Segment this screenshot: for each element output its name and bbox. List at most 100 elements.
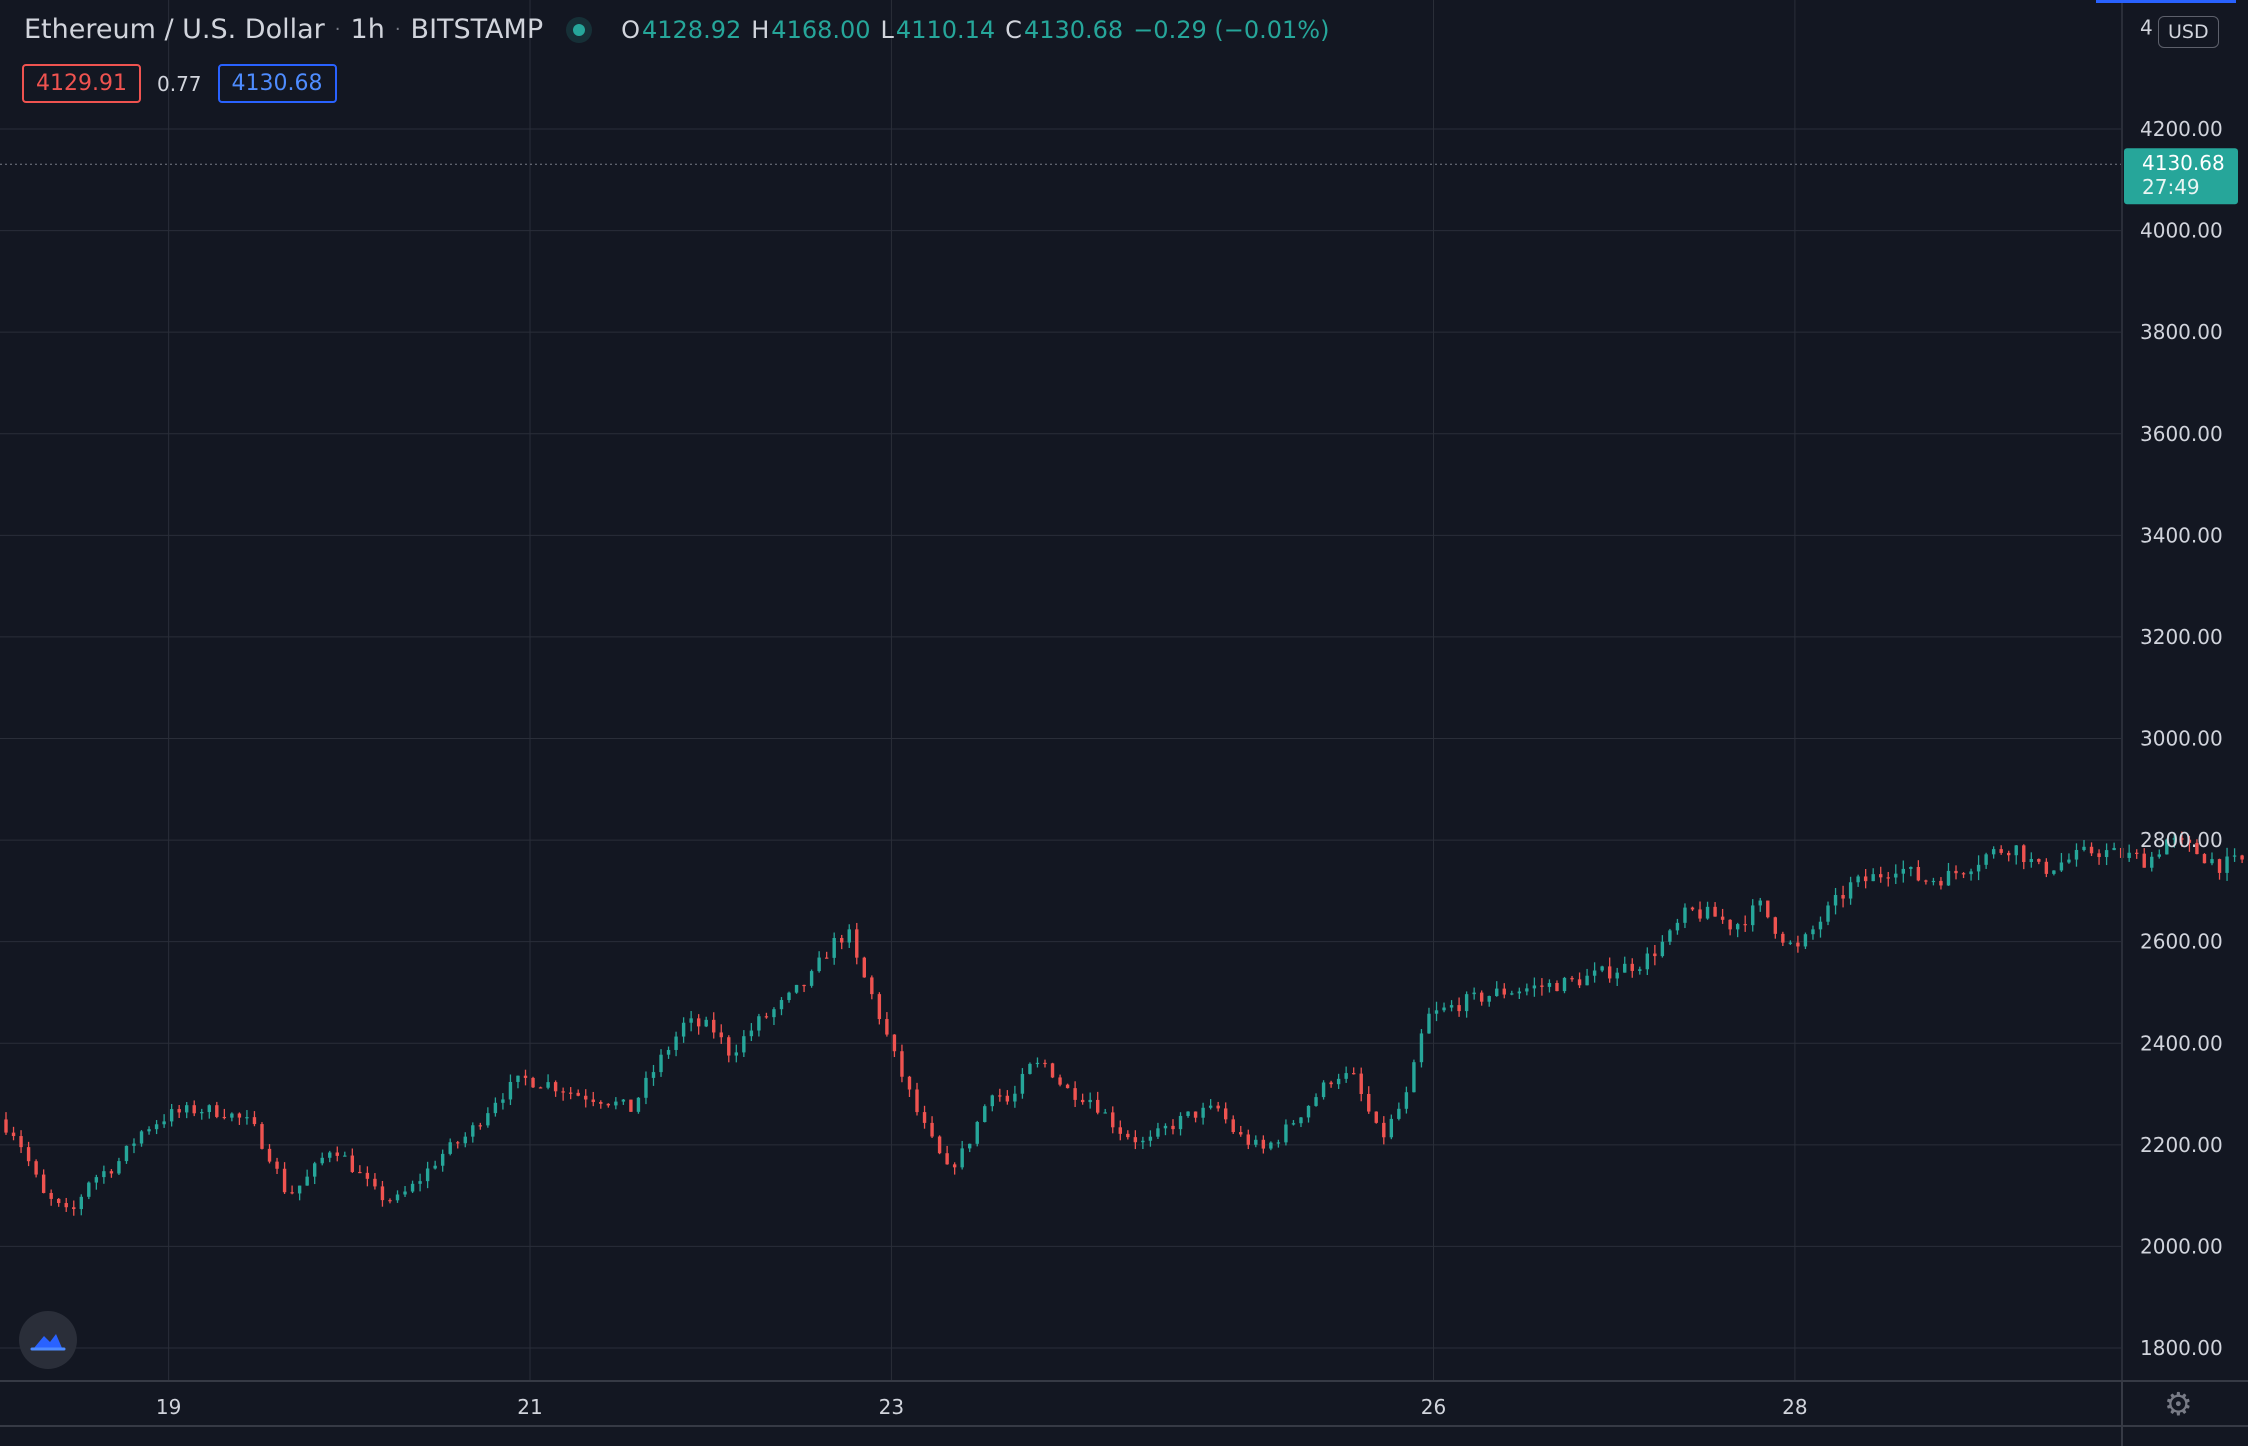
candle-body <box>94 1177 99 1183</box>
candle-body <box>952 1164 957 1168</box>
candle-body <box>1758 900 1762 906</box>
candle-body <box>1186 1111 1190 1116</box>
market-status-icon[interactable] <box>573 23 586 36</box>
candle-body <box>1404 1092 1409 1109</box>
candle-body <box>1020 1073 1025 1094</box>
y-tick-label: 4200.00 <box>2140 117 2223 141</box>
candle-body <box>1525 988 1529 992</box>
candle-body <box>1924 880 1928 882</box>
candle-body <box>885 1019 889 1035</box>
candle-body <box>968 1143 972 1149</box>
candle-body <box>1306 1105 1311 1118</box>
candle-body <box>1803 934 1808 947</box>
spread-value: 0.77 <box>156 71 202 96</box>
candle-body <box>2089 846 2094 854</box>
top-accent-bar <box>2096 0 2236 3</box>
candle-body <box>2195 842 2199 855</box>
tradingview-cloud-icon[interactable] <box>19 1311 77 1369</box>
candle-body <box>1909 866 1913 869</box>
candle-body <box>335 1152 339 1156</box>
candle-body <box>1690 907 1695 910</box>
candle-body <box>102 1171 106 1178</box>
interval-label[interactable]: 1h <box>350 14 385 45</box>
gear-icon[interactable]: ⚙ <box>2164 1385 2193 1423</box>
candle-body <box>456 1142 460 1144</box>
candle-body <box>629 1099 633 1112</box>
candle-body <box>2232 855 2237 857</box>
candle-body <box>1766 900 1770 918</box>
candle-body <box>1713 906 1717 917</box>
candle-body <box>877 994 882 1020</box>
candle-body <box>1321 1082 1326 1098</box>
candle-body <box>1013 1093 1017 1102</box>
candle-body <box>1193 1111 1198 1118</box>
y-tick-label: 4 <box>2140 15 2153 39</box>
candle-body <box>1833 895 1838 906</box>
candle-body <box>1208 1105 1213 1108</box>
candle-body <box>19 1136 23 1148</box>
candle-body <box>237 1113 242 1118</box>
candle-body <box>184 1105 189 1113</box>
candle-body <box>1073 1088 1077 1100</box>
candle-body <box>177 1109 181 1113</box>
candle-body <box>1118 1127 1122 1134</box>
candle-body <box>162 1121 166 1125</box>
bid-price-button[interactable]: 4129.91 <box>22 64 141 103</box>
candle-body <box>493 1102 498 1114</box>
candle-body <box>282 1168 287 1193</box>
candle-body <box>2059 862 2064 871</box>
candle-body <box>245 1117 249 1119</box>
candle-body <box>2217 859 2222 873</box>
symbol-title[interactable]: Ethereum / U.S. Dollar <box>24 14 325 45</box>
candle-body <box>937 1136 942 1154</box>
candle-body <box>1630 963 1634 971</box>
candle-body <box>1291 1123 1296 1125</box>
candle-body <box>230 1113 234 1118</box>
ohlc-close: C4130.68 <box>1005 15 1124 44</box>
candle-body <box>1856 876 1860 883</box>
candle-body <box>260 1124 264 1149</box>
candle-body <box>1178 1115 1183 1130</box>
ask-price-button[interactable]: 4130.68 <box>217 64 337 103</box>
candle-body <box>1623 963 1627 973</box>
candle-body <box>1434 1010 1439 1014</box>
candle-body <box>576 1092 580 1096</box>
candle-body <box>448 1142 452 1154</box>
candle-body <box>802 984 806 987</box>
candle-body <box>1705 906 1710 919</box>
candle-body <box>809 971 814 986</box>
candle-body <box>2180 838 2184 840</box>
candle-body <box>674 1036 678 1050</box>
candle-body <box>2165 839 2169 855</box>
candle-body <box>1374 1111 1378 1123</box>
candle-body <box>840 937 844 943</box>
bar-countdown: 27:49 <box>2142 175 2200 199</box>
y-tick-label: 3000.00 <box>2140 727 2223 751</box>
candle-body <box>1863 876 1868 882</box>
candle-body <box>538 1087 543 1089</box>
candle-body <box>2082 846 2086 850</box>
candle-body <box>794 984 799 993</box>
candle-body <box>4 1119 8 1133</box>
candle-body <box>1826 905 1830 922</box>
candle-body <box>1382 1122 1386 1138</box>
candle-body <box>1600 966 1604 971</box>
currency-button[interactable]: USD <box>2158 16 2219 48</box>
ohlc-open: O4128.92 <box>621 15 742 44</box>
candle-body <box>1111 1112 1115 1128</box>
candle-body <box>1148 1136 1153 1141</box>
candle-body <box>1999 849 2003 853</box>
candle-body <box>478 1125 483 1127</box>
candle-body <box>1645 953 1650 970</box>
candle-body <box>945 1153 949 1165</box>
candle-body <box>1592 970 1597 976</box>
y-tick-label: 3800.00 <box>2140 320 2223 344</box>
candle-body <box>11 1132 16 1137</box>
candle-body <box>870 977 874 995</box>
candle-body <box>960 1148 964 1168</box>
candle-body <box>388 1200 392 1202</box>
candle-body <box>358 1171 362 1174</box>
candle-body <box>975 1122 979 1144</box>
candle-body <box>584 1095 588 1100</box>
